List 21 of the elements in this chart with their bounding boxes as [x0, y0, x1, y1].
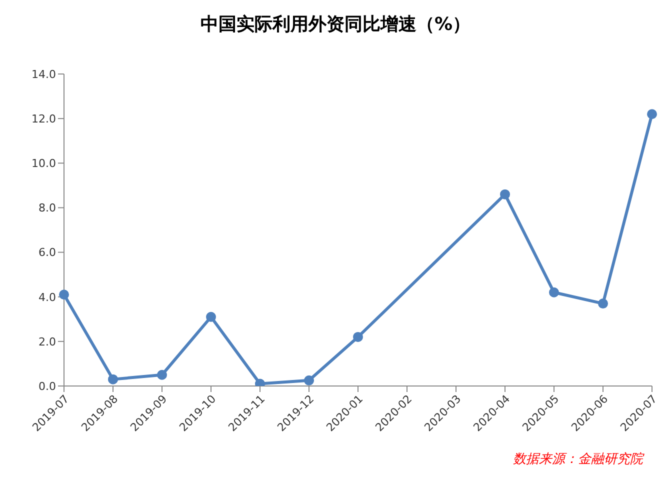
y-tick-label: 12.0: [32, 112, 56, 126]
point: [157, 370, 167, 380]
point: [108, 374, 118, 384]
point: [206, 312, 216, 322]
point: [549, 287, 559, 298]
source-note: 数据来源：金融研究院: [513, 451, 643, 468]
point: [598, 298, 608, 309]
y-tick-label: 4.0: [38, 290, 56, 304]
y-tick-label: 14.0: [32, 68, 56, 81]
point: [353, 332, 363, 342]
chart-title: 中国实际利用外资同比增速（%）: [199, 13, 472, 36]
y-tick-label: 6.0: [38, 246, 56, 260]
y-tick-label: 0.0: [38, 380, 56, 393]
point: [647, 109, 657, 120]
point: [500, 189, 510, 200]
point: [304, 375, 314, 386]
y-tick-label: 2.0: [38, 335, 56, 348]
y-tick-label: 10.0: [32, 157, 56, 170]
y-tick-label: 8.0: [38, 202, 56, 215]
point: [59, 290, 69, 300]
point: [255, 378, 265, 386]
